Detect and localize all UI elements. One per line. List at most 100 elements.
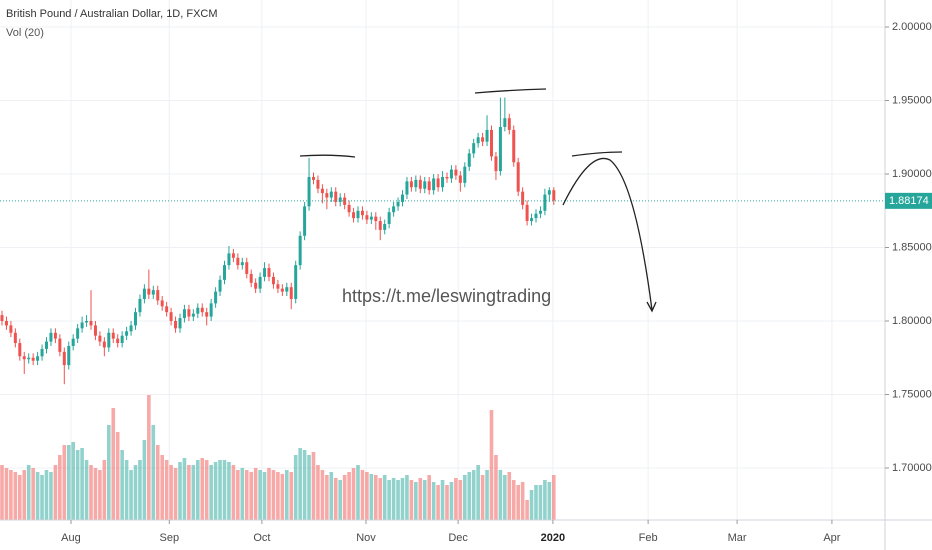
y-tick-label: 1.75000 [892, 388, 932, 400]
candle-body [4, 320, 8, 326]
candle-body [445, 176, 449, 179]
candle-body [160, 300, 164, 307]
volume-bar [325, 475, 329, 520]
candle-body [405, 181, 409, 195]
volume-bar [342, 475, 347, 520]
trend-line [299, 154, 356, 158]
candle-body [400, 194, 404, 202]
volume-bar [520, 482, 525, 520]
candle-body [178, 318, 182, 329]
volume-bar [244, 470, 249, 520]
candle-body [174, 320, 178, 329]
candle-body [423, 181, 427, 189]
candle-body [320, 188, 324, 194]
volume-bar [498, 470, 503, 520]
volume-bar [138, 460, 142, 520]
volume-bar [414, 482, 418, 520]
candle-body [441, 176, 445, 188]
volume-bar [75, 450, 80, 520]
candle-body [222, 265, 226, 280]
volume-bar [111, 408, 116, 520]
candle-body [538, 210, 542, 214]
volume-bar [382, 475, 387, 520]
volume-bar [418, 478, 423, 520]
volume-bar [191, 465, 196, 520]
candle-body [547, 190, 551, 195]
volume-bar [480, 475, 485, 520]
candle-body [134, 312, 138, 326]
x-tick-label: Mar [728, 532, 747, 544]
candle-body [76, 328, 80, 339]
grid [0, 0, 885, 520]
volume-bar [307, 455, 311, 520]
candle-body [120, 335, 124, 344]
axes: 1.70000 1.75000 1.80000 1.85000 1.90000 1.950… [61, 21, 932, 544]
volume-bar [289, 472, 294, 520]
volume-bar [13, 472, 18, 520]
volume-bar [427, 475, 431, 520]
volume-bar [454, 478, 458, 520]
candle-body [49, 332, 53, 342]
x-tick-label: Aug [61, 532, 81, 544]
volume-bar [333, 478, 338, 520]
candle-body [458, 175, 462, 183]
x-tick-label: Oct [253, 532, 270, 544]
volume-bar [396, 480, 400, 520]
volume-bar [302, 450, 307, 520]
candle-body [182, 309, 186, 319]
candle-body [22, 356, 26, 360]
candle-body [481, 137, 485, 142]
volume-bar [240, 468, 245, 520]
candle-body [58, 338, 62, 352]
candle-body [276, 284, 280, 289]
x-tick-label: Sep [160, 532, 180, 544]
candle-body [156, 290, 160, 301]
candle-body [303, 206, 307, 236]
volume-bar [249, 472, 253, 520]
volume-bar [187, 465, 191, 520]
volume-bar [253, 468, 258, 520]
volume-bar [422, 480, 427, 520]
candle-body [258, 276, 262, 289]
volume-bar [40, 475, 44, 520]
volume-bar [204, 460, 209, 520]
volume-bar [31, 468, 35, 520]
candle-body [352, 212, 356, 219]
volume-bar [22, 470, 27, 520]
candle-body [507, 118, 511, 130]
volume-bar [436, 485, 440, 520]
volume-bar [485, 470, 489, 520]
candle-body [378, 221, 382, 230]
candle-body [543, 194, 547, 211]
candle-body [334, 191, 338, 202]
candle-body [289, 287, 293, 299]
candle-body [467, 153, 471, 167]
volume-bar [151, 425, 156, 520]
candle-body [325, 193, 329, 198]
candle-body [138, 298, 142, 313]
volume-bar [26, 465, 31, 520]
candle-body [249, 273, 253, 283]
volume-bar [142, 440, 147, 520]
volume-bar [391, 478, 396, 520]
volume-bar [58, 455, 62, 520]
volume-bar [98, 470, 102, 520]
volume-bar [169, 465, 173, 520]
candle-body [525, 204, 529, 222]
volume-bar [503, 475, 507, 520]
candle-body [356, 210, 360, 219]
volume-bar [329, 472, 334, 520]
volume-bar [516, 485, 520, 520]
candle-body [387, 212, 391, 224]
volume-bar [547, 482, 552, 520]
candle-body [142, 288, 146, 299]
candle-body [187, 309, 191, 317]
candle-body [311, 176, 315, 180]
candle-body [218, 279, 222, 292]
volume-bar [93, 468, 98, 520]
volume-bar [107, 425, 111, 520]
candle-body [209, 303, 213, 317]
projection-arc [562, 157, 653, 311]
chart-title: British Pound / Australian Dollar, 1D, F… [6, 8, 218, 20]
volume-bar [147, 395, 151, 520]
